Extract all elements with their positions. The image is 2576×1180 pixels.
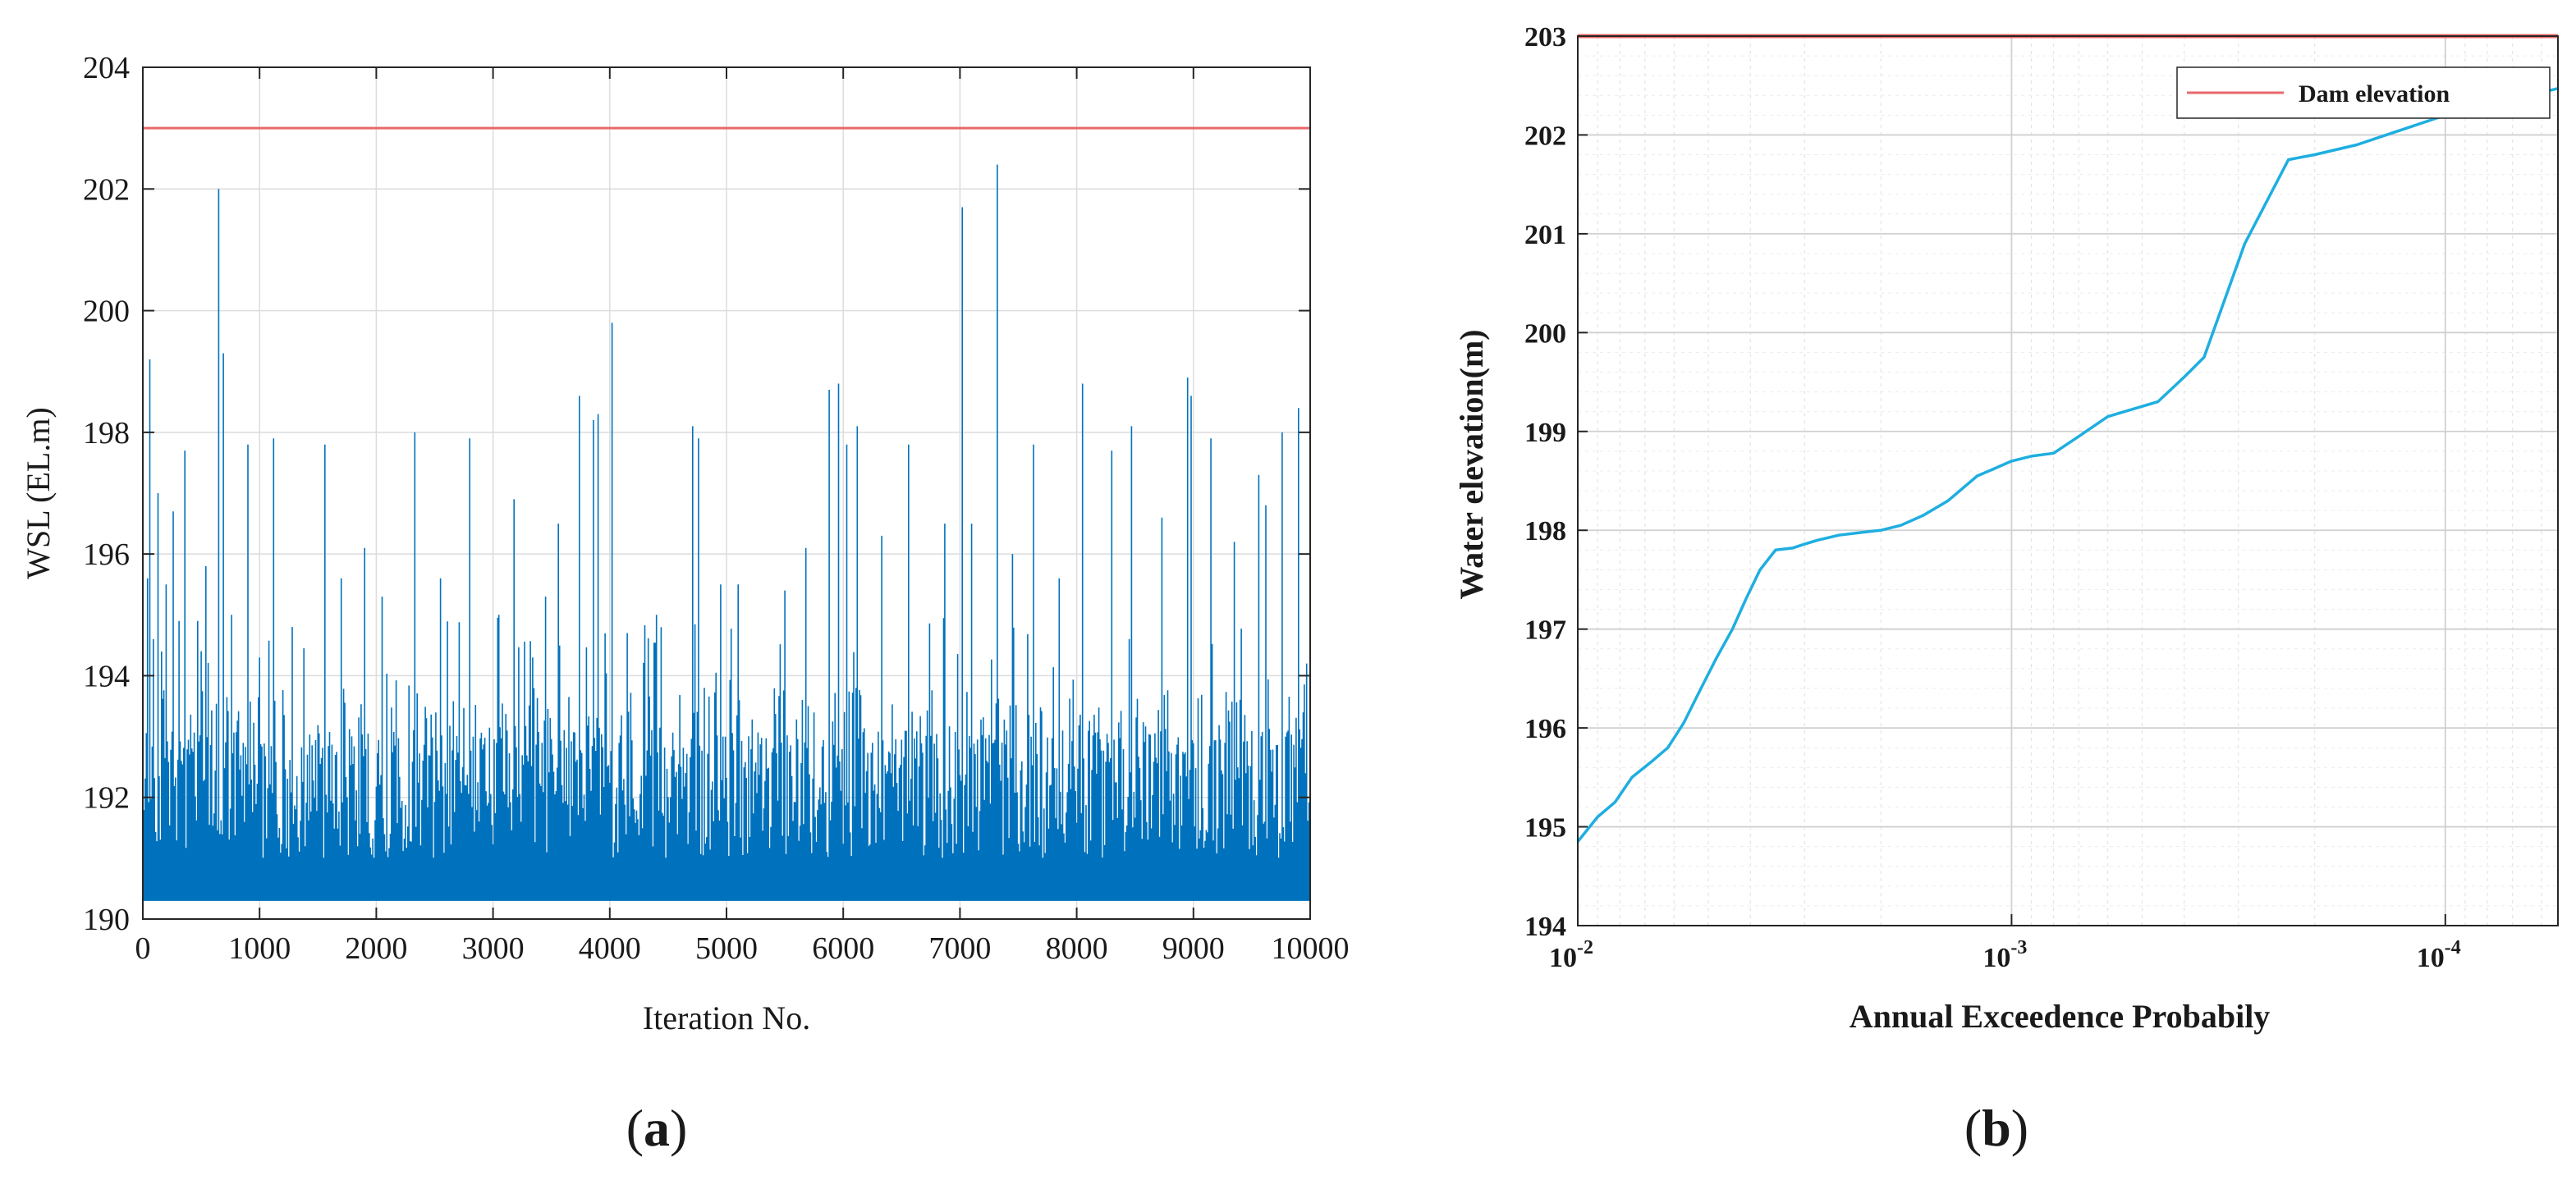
y-tick-label: 204	[83, 51, 130, 85]
x-tick-label: 6000	[812, 931, 874, 966]
y-tick-label: 197	[1524, 615, 1566, 646]
x-tick-label: 10-2	[1549, 937, 1593, 973]
panel-label-b-open: (	[1964, 1099, 1982, 1157]
x-tick-label: 7000	[928, 931, 991, 966]
y-tick-label: 202	[83, 172, 130, 207]
x-tick-label: 2000	[345, 931, 407, 966]
chart-panel-a: 0 1000 2000 3000 4000 5000 6000 7000 8000 9000 100…	[20, 51, 1350, 1157]
plot-area-b	[1578, 36, 2558, 926]
panel-label-a: (a)	[626, 1099, 688, 1157]
y-tick-label: 198	[1524, 516, 1566, 547]
y-tick-label: 203	[1524, 22, 1566, 53]
x-tick-label: 10-4	[2417, 937, 2461, 973]
x-tick-label: 10000	[1272, 931, 1350, 966]
y-tick-label: 196	[1524, 714, 1566, 744]
panel-label-a-open: (	[626, 1099, 644, 1157]
chart-panel-b: Dam elevation 194 195 196 197 198 199 200 201 20…	[1453, 22, 2559, 1157]
axes-frame-b	[1577, 35, 2559, 926]
data-series-a	[142, 126, 1311, 901]
panel-label-b: (b)	[1964, 1099, 2028, 1157]
y-tick-label: 192	[83, 781, 130, 816]
legend-b: Dam elevation	[2176, 66, 2551, 119]
x-tick-label: 4000	[579, 931, 641, 966]
ticks-b: 194 195 196 197 198 199 200 201 202 203 10-2 10-3 10…	[1524, 22, 2461, 973]
x-tick-label: 10-3	[1982, 937, 2027, 973]
panel-label-a-close: )	[670, 1099, 687, 1157]
y-tick-label: 194	[1524, 912, 1566, 942]
x-tick-label: 8000	[1046, 931, 1108, 966]
y-tick-label: 195	[1524, 813, 1566, 844]
panel-label-b-letter: b	[1982, 1099, 2011, 1157]
y-tick-label: 199	[1524, 418, 1566, 448]
y-tick-label: 200	[83, 295, 130, 329]
panel-label-a-letter: a	[644, 1099, 670, 1157]
y-axis-label-a: WSL (EL.m)	[20, 407, 57, 579]
y-tick-label: 201	[1524, 220, 1566, 250]
exceedance-curve	[1576, 87, 2559, 843]
x-axis-label-a: Iteration No.	[643, 999, 810, 1036]
x-tick-label: 3000	[462, 931, 525, 966]
y-tick-label: 200	[1524, 318, 1566, 349]
y-tick-label: 196	[83, 537, 130, 572]
ticks-a: 0 1000 2000 3000 4000 5000 6000 7000 8000 9000 100…	[83, 51, 1350, 966]
x-tick-label: 1000	[228, 931, 291, 966]
y-tick-label: 202	[1524, 121, 1566, 151]
y-tick-label: 198	[83, 416, 130, 451]
x-tick-label: 9000	[1162, 931, 1225, 966]
x-tick-label: 5000	[695, 931, 758, 966]
x-axis-label-b: Annual Exceedence Probabily	[1849, 998, 2271, 1035]
panel-label-b-close: )	[2011, 1099, 2028, 1157]
x-tick-label: 0	[135, 931, 151, 966]
y-tick-label: 190	[83, 903, 130, 937]
legend-label-dam-elevation: Dam elevation	[2299, 80, 2450, 107]
y-tick-label: 194	[83, 659, 130, 693]
y-axis-label-b: Water elevation(m)	[1453, 329, 1490, 599]
